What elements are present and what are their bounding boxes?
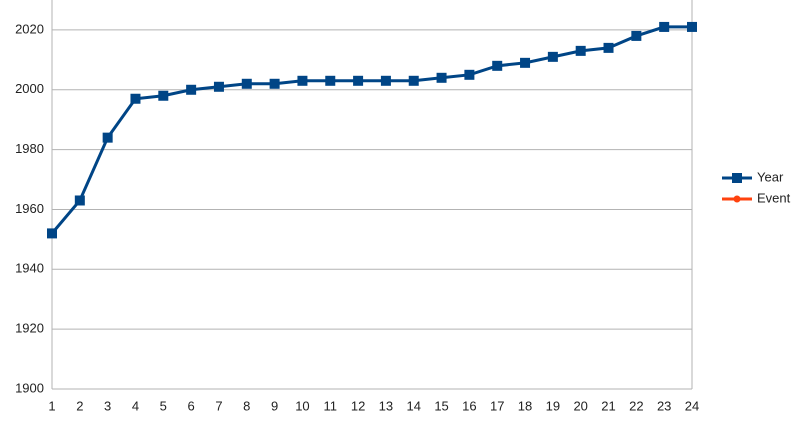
data-point [659, 21, 670, 32]
x-tick-label: 9 [271, 398, 278, 413]
data-point [408, 75, 419, 86]
legend-marker [733, 195, 741, 203]
y-tick-label: 2020 [15, 21, 44, 36]
data-point [158, 90, 169, 101]
x-tick-label: 21 [601, 398, 615, 413]
data-point [380, 75, 391, 86]
x-tick-label: 18 [518, 398, 532, 413]
x-tick-label: 16 [462, 398, 476, 413]
x-tick-label: 11 [324, 398, 338, 413]
legend-label: Event [757, 190, 791, 205]
data-point [520, 57, 531, 68]
data-point [436, 72, 447, 83]
y-tick-label: 2000 [15, 81, 44, 96]
x-tick-label: 20 [573, 398, 587, 413]
data-point [269, 78, 280, 89]
y-tick-label: 1900 [15, 380, 44, 395]
x-tick-label: 14 [407, 398, 421, 413]
x-tick-label: 6 [188, 398, 195, 413]
data-point [325, 75, 336, 86]
data-point [241, 78, 252, 89]
x-tick-label: 12 [351, 398, 365, 413]
data-point [603, 42, 614, 53]
x-tick-label: 4 [132, 398, 139, 413]
x-tick-label: 7 [215, 398, 222, 413]
x-tick-label: 13 [379, 398, 393, 413]
data-point [687, 21, 697, 32]
data-point [492, 60, 503, 71]
x-tick-label: 1 [48, 398, 55, 413]
x-tick-label: 3 [104, 398, 111, 413]
x-tick-label: 24 [685, 398, 699, 413]
data-point [353, 75, 364, 86]
series-line [50, 25, 692, 235]
y-tick-label: 1980 [15, 141, 44, 156]
x-tick-label: 10 [295, 398, 309, 413]
data-point [575, 45, 586, 56]
x-tick-label: 23 [657, 398, 671, 413]
data-point [130, 93, 141, 104]
data-point [102, 132, 113, 143]
x-tick-label: 5 [160, 398, 167, 413]
data-point [631, 30, 642, 41]
data-point [297, 75, 308, 86]
data-point [547, 51, 558, 62]
x-tick-label: 17 [490, 398, 504, 413]
x-tick-label: 22 [629, 398, 643, 413]
legend-label: Year [757, 169, 784, 184]
data-point [213, 81, 224, 92]
x-tick-label: 8 [243, 398, 250, 413]
data-point [186, 84, 197, 95]
data-point [74, 195, 85, 206]
data-point [47, 228, 57, 239]
data-point [464, 69, 475, 80]
x-tick-label: 15 [434, 398, 448, 413]
y-tick-label: 1940 [15, 261, 44, 276]
x-tick-label: 19 [546, 398, 560, 413]
y-tick-label: 1960 [15, 201, 44, 216]
x-tick-label: 2 [76, 398, 83, 413]
y-tick-label: 1920 [15, 321, 44, 336]
legend-marker [732, 173, 742, 183]
